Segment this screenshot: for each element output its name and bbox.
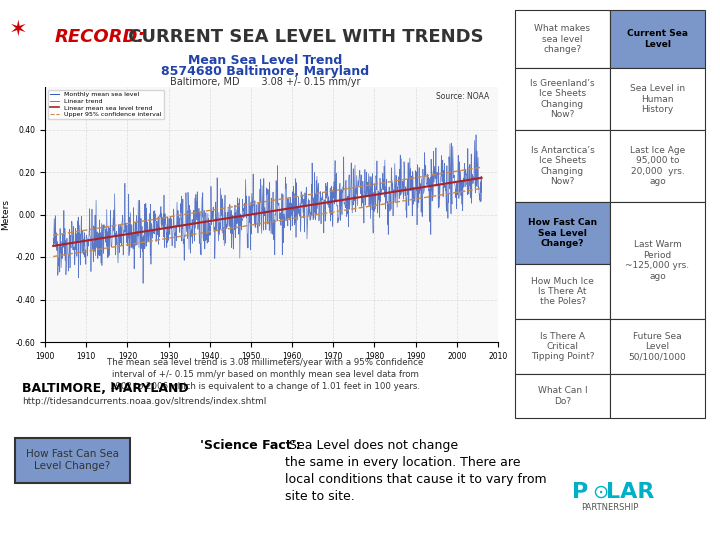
- Text: BALTIMORE, MARYLAND: BALTIMORE, MARYLAND: [22, 381, 189, 395]
- Text: http://tidesandcurrents.noaa.gov/sltrends/index.shtml: http://tidesandcurrents.noaa.gov/sltrend…: [22, 396, 266, 406]
- Text: Baltimore, MD       3.08 +/- 0.15 mm/yr: Baltimore, MD 3.08 +/- 0.15 mm/yr: [170, 77, 360, 87]
- Text: Sea Level in
Human
History: Sea Level in Human History: [630, 84, 685, 114]
- Text: P: P: [572, 482, 588, 502]
- Text: Is There A
Critical
Tipping Point?: Is There A Critical Tipping Point?: [531, 332, 594, 361]
- FancyBboxPatch shape: [515, 264, 610, 319]
- Text: Source: NOAA: Source: NOAA: [436, 92, 489, 101]
- Text: Is Antarctica’s
Ice Sheets
Changing
Now?: Is Antarctica’s Ice Sheets Changing Now?: [531, 146, 595, 186]
- Text: What Can I
Do?: What Can I Do?: [538, 386, 588, 406]
- FancyBboxPatch shape: [610, 319, 705, 374]
- Text: Mean Sea Level Trend: Mean Sea Level Trend: [188, 53, 342, 66]
- FancyBboxPatch shape: [610, 10, 705, 68]
- Text: Is Greenland’s
Ice Sheets
Changing
Now?: Is Greenland’s Ice Sheets Changing Now?: [530, 79, 595, 119]
- Y-axis label: Meters: Meters: [1, 199, 10, 230]
- FancyBboxPatch shape: [610, 202, 705, 319]
- FancyBboxPatch shape: [610, 130, 705, 202]
- Text: ⊙: ⊙: [592, 483, 608, 502]
- FancyBboxPatch shape: [515, 130, 610, 202]
- Text: How Fast Can Sea
Level Change?: How Fast Can Sea Level Change?: [26, 449, 119, 471]
- Text: PARTNERSHIP: PARTNERSHIP: [581, 503, 639, 512]
- Text: How Fast Can
Sea Level
Change?: How Fast Can Sea Level Change?: [528, 218, 597, 248]
- Text: What makes
sea level
change?: What makes sea level change?: [534, 24, 590, 54]
- FancyBboxPatch shape: [610, 68, 705, 130]
- Text: CURRENT SEA LEVEL WITH TRENDS: CURRENT SEA LEVEL WITH TRENDS: [122, 28, 484, 46]
- Text: RECORD:: RECORD:: [55, 28, 145, 46]
- Text: Last Warm
Period
~125,000 yrs.
ago: Last Warm Period ~125,000 yrs. ago: [626, 240, 690, 281]
- Text: Last Ice Age
95,000 to
20,000  yrs.
ago: Last Ice Age 95,000 to 20,000 yrs. ago: [630, 146, 685, 186]
- Text: The mean sea level trend is 3.08 millimeters/year with a 95% confidence
interval: The mean sea level trend is 3.08 millime…: [107, 358, 423, 390]
- FancyBboxPatch shape: [515, 10, 610, 68]
- Text: Sea Level does not change
the same in every location. There are
local conditions: Sea Level does not change the same in ev…: [285, 439, 546, 503]
- Text: How Much Ice
Is There At
the Poles?: How Much Ice Is There At the Poles?: [531, 276, 594, 306]
- Text: Current Sea
Level: Current Sea Level: [627, 29, 688, 49]
- FancyBboxPatch shape: [515, 68, 610, 130]
- Text: Future Sea
Level
50/100/1000: Future Sea Level 50/100/1000: [629, 332, 686, 361]
- Text: ✶: ✶: [9, 20, 27, 40]
- FancyBboxPatch shape: [610, 374, 705, 418]
- FancyBboxPatch shape: [515, 374, 610, 418]
- Text: 'Science Fact':: 'Science Fact':: [200, 439, 301, 452]
- FancyBboxPatch shape: [515, 319, 610, 374]
- Text: LAR: LAR: [606, 482, 654, 502]
- FancyBboxPatch shape: [15, 437, 130, 483]
- Text: 8574680 Baltimore, Maryland: 8574680 Baltimore, Maryland: [161, 65, 369, 78]
- Legend: Monthly mean sea level, Linear trend, Linear mean sea level trend, Upper 95% con: Monthly mean sea level, Linear trend, Li…: [48, 90, 163, 119]
- FancyBboxPatch shape: [515, 202, 610, 264]
